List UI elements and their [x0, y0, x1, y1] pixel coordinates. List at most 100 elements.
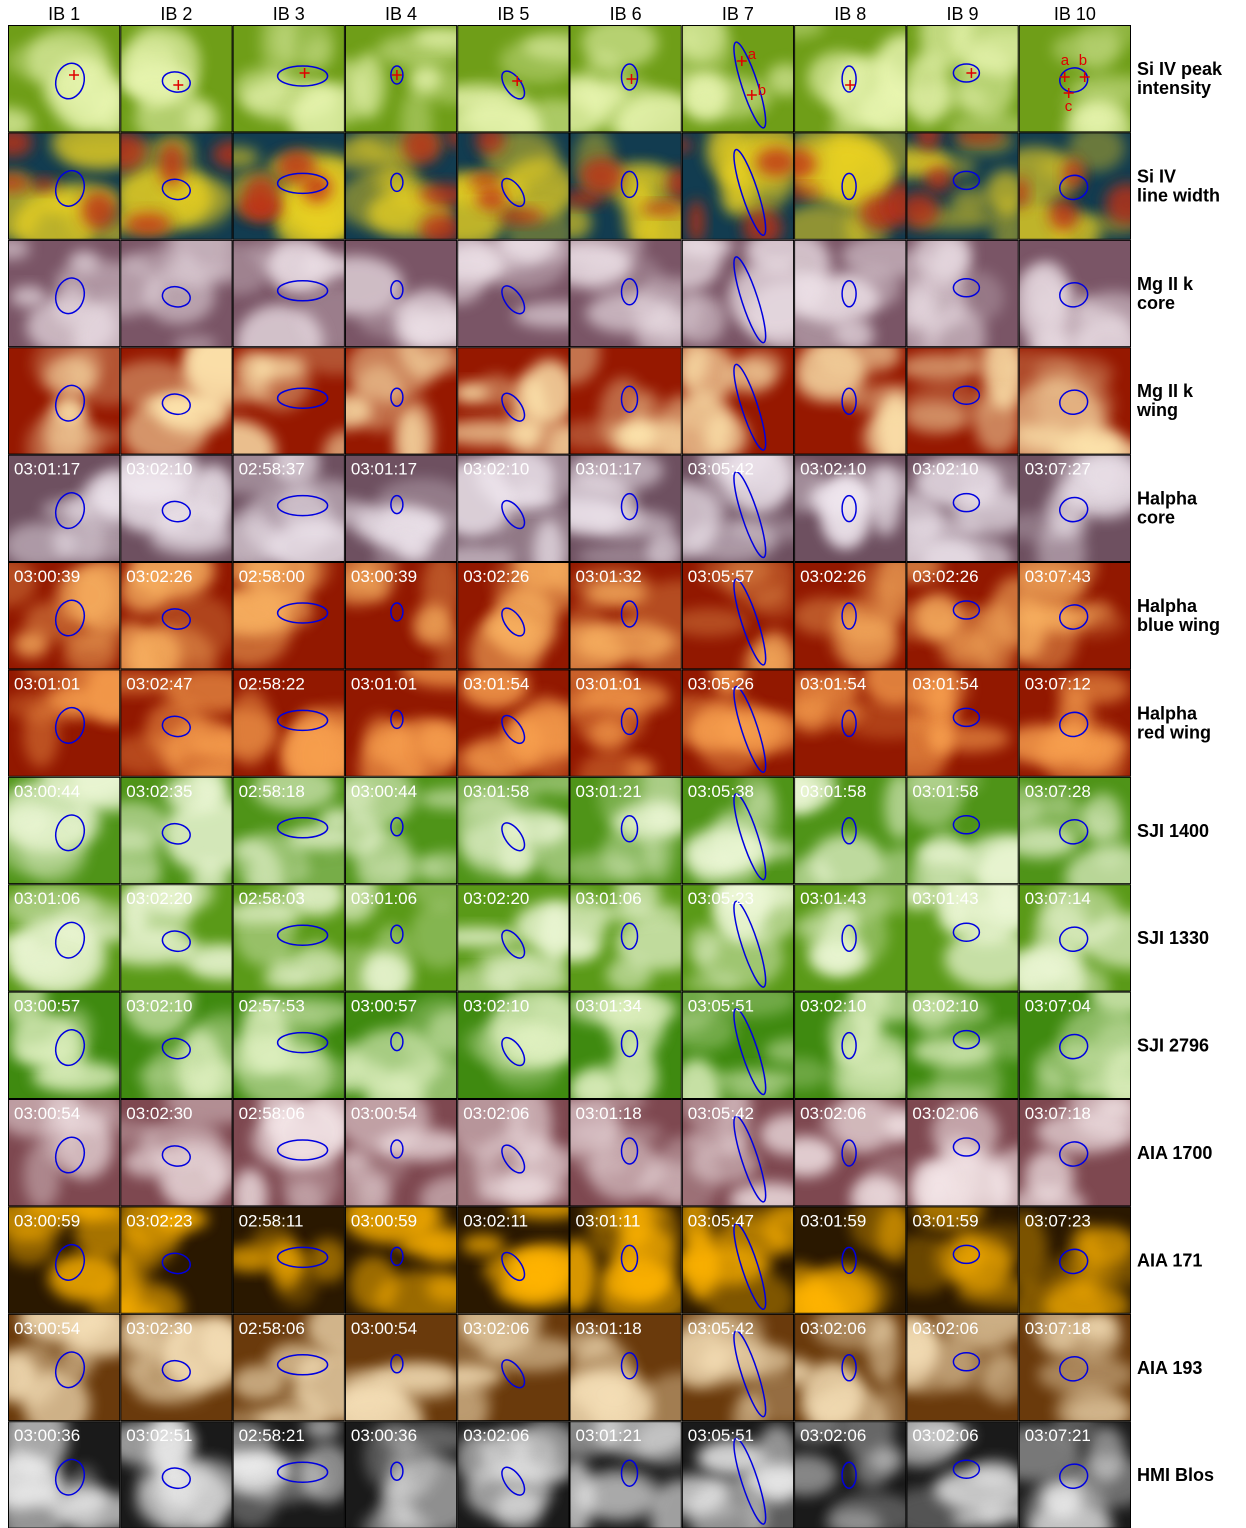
panel-texture	[9, 948, 72, 977]
panel-texture	[231, 1365, 285, 1401]
panel-texture	[461, 1234, 505, 1255]
timestamp: 03:01:43	[800, 889, 866, 908]
panel-texture	[631, 390, 665, 457]
panel-texture	[756, 148, 796, 177]
panel-texture	[794, 365, 860, 402]
timestamp: 03:01:06	[576, 889, 642, 908]
timestamp: 03:01:01	[576, 674, 642, 693]
timestamp: 03:00:44	[14, 782, 80, 801]
panel-texture	[836, 268, 901, 309]
panel-texture	[950, 1245, 1013, 1294]
timestamp: 02:58:22	[239, 674, 305, 693]
column-label: IB 4	[385, 4, 417, 24]
timestamp: 03:01:58	[463, 782, 529, 801]
image-panel: 03:07:12	[1000, 669, 1131, 795]
timestamp: 03:01:58	[912, 782, 978, 801]
panel-texture	[925, 166, 952, 192]
panel-texture	[694, 697, 769, 775]
panel-texture	[69, 250, 99, 272]
panel-texture	[32, 177, 56, 191]
panel-texture	[523, 359, 576, 425]
panel-texture	[135, 1382, 208, 1406]
panel-texture	[150, 523, 235, 556]
timestamp: 03:05:47	[688, 1211, 754, 1230]
panel-texture	[1034, 355, 1114, 391]
image-panel: 03:02:11	[457, 1196, 588, 1314]
panel-texture	[153, 593, 236, 661]
panel-texture	[586, 294, 674, 333]
timestamp: 03:01:06	[14, 889, 80, 908]
timestamp: 03:02:20	[463, 889, 529, 908]
timestamp: 03:07:18	[1025, 1319, 1091, 1338]
row-label: intensity	[1137, 78, 1211, 98]
panel-texture	[249, 357, 304, 380]
annotation: a	[748, 46, 757, 63]
panel-texture	[4, 1225, 55, 1265]
figure: IB 1IB 2IB 3IB 4IB 5IB 6IB 7IB 8IB 9IB 1…	[0, 0, 1246, 1528]
timestamp: 03:00:39	[351, 567, 417, 586]
panel-texture	[126, 213, 171, 236]
timestamp: 03:02:06	[463, 1104, 529, 1123]
panel-texture	[23, 702, 59, 768]
timestamp: 03:02:06	[912, 1319, 978, 1338]
panel-texture	[520, 695, 568, 768]
panel-texture	[951, 187, 990, 214]
timestamp: 03:01:58	[800, 782, 866, 801]
timestamp: 03:02:06	[800, 1426, 866, 1445]
panel-texture	[1063, 159, 1085, 189]
timestamp: 03:00:59	[351, 1211, 417, 1230]
timestamp: 03:02:10	[126, 460, 192, 479]
timestamp: 03:02:10	[912, 997, 978, 1016]
row-label: Halpha	[1137, 703, 1198, 723]
timestamp: 03:02:26	[126, 567, 192, 586]
timestamp: 03:01:17	[14, 460, 80, 479]
timestamp: 02:58:00	[239, 567, 305, 586]
panel-texture	[823, 477, 867, 545]
timestamp: 03:02:06	[800, 1104, 866, 1123]
panel-texture	[395, 538, 433, 560]
image-panel	[0, 25, 131, 140]
timestamp: 03:05:23	[688, 889, 754, 908]
timestamp: 03:02:10	[463, 460, 529, 479]
row-label: AIA 171	[1137, 1250, 1202, 1270]
column-label: IB 9	[947, 4, 979, 24]
timestamp: 03:01:54	[800, 674, 866, 693]
panel-texture	[349, 1028, 441, 1096]
panel-texture	[587, 1199, 681, 1263]
timestamp: 03:01:21	[576, 782, 642, 801]
timestamp: 03:01:18	[576, 1319, 642, 1338]
panel-texture	[509, 1256, 557, 1300]
panel-texture	[474, 1131, 566, 1206]
panel-texture	[869, 465, 902, 535]
panel-texture	[22, 810, 88, 884]
timestamp: 03:02:20	[126, 889, 192, 908]
timestamp: 02:58:06	[239, 1319, 305, 1338]
timestamp: 03:02:26	[463, 567, 529, 586]
panel-texture	[579, 1366, 652, 1423]
panel-texture	[1040, 1481, 1083, 1518]
column-label: IB 2	[160, 4, 192, 24]
row-label: Halpha	[1137, 489, 1198, 509]
panel-texture	[685, 972, 742, 993]
image-panel: 02:58:11	[223, 1206, 348, 1313]
panel-texture	[44, 355, 97, 397]
panel-texture	[612, 1041, 656, 1103]
column-label: IB 1	[48, 4, 80, 24]
timestamp: 03:02:10	[800, 460, 866, 479]
timestamp: 03:07:27	[1025, 460, 1091, 479]
panel-texture	[899, 85, 990, 112]
panel-texture	[641, 202, 685, 214]
timestamp: 03:02:06	[463, 1426, 529, 1445]
panel-texture	[82, 192, 116, 229]
panel-texture	[562, 853, 639, 883]
row-label: SJI 2796	[1137, 1036, 1209, 1056]
timestamp: 02:58:03	[239, 889, 305, 908]
timestamp: 03:00:59	[14, 1211, 80, 1230]
panel-texture	[235, 1033, 334, 1109]
column-label: IB 8	[834, 4, 866, 24]
row-label: red wing	[1137, 722, 1211, 742]
timestamp: 03:02:47	[126, 674, 192, 693]
timestamp: 03:01:18	[576, 1104, 642, 1123]
timestamp: 03:00:54	[14, 1319, 80, 1338]
panel-texture	[740, 349, 785, 381]
